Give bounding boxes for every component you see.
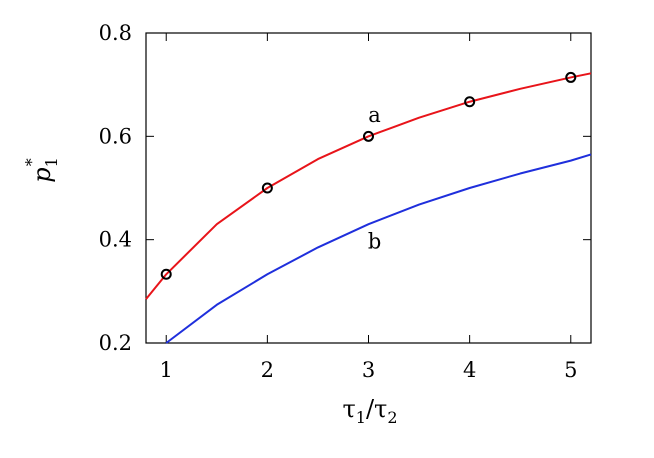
plot-frame: [145, 32, 592, 344]
x-tick-label: 3: [362, 358, 375, 382]
y-tick-label: 0.8: [99, 21, 132, 45]
x-tick-label: 2: [261, 358, 274, 382]
curve-label-a: a: [368, 103, 381, 127]
data-point-marker: [261, 182, 273, 194]
x-tick-label: 4: [463, 358, 476, 382]
y-tick-label: 0.2: [99, 331, 132, 355]
x-tick-label: 1: [160, 358, 173, 382]
x-tick-label: 5: [564, 358, 577, 382]
data-point-marker: [565, 71, 577, 83]
curve-label-b: b: [368, 229, 381, 253]
data-point-marker: [464, 96, 476, 108]
y-tick-label: 0.4: [99, 228, 132, 252]
series-layer: [145, 72, 592, 344]
y-axis-label: p1*: [22, 157, 61, 183]
x-axis-label: τ1/τ2: [342, 395, 397, 427]
annotation-layer: ab: [368, 103, 381, 254]
y-tick-label: 0.6: [99, 124, 132, 148]
axis-ticks: 1 2 3 4 5 0.2 0.4 0.6 0.8: [99, 21, 591, 382]
marker-layer: [160, 71, 577, 280]
series-b-line: [165, 153, 592, 344]
plot-area: [145, 32, 592, 344]
data-point-marker: [363, 130, 374, 142]
series-a-line: [145, 72, 592, 300]
data-point-marker: [160, 268, 172, 280]
